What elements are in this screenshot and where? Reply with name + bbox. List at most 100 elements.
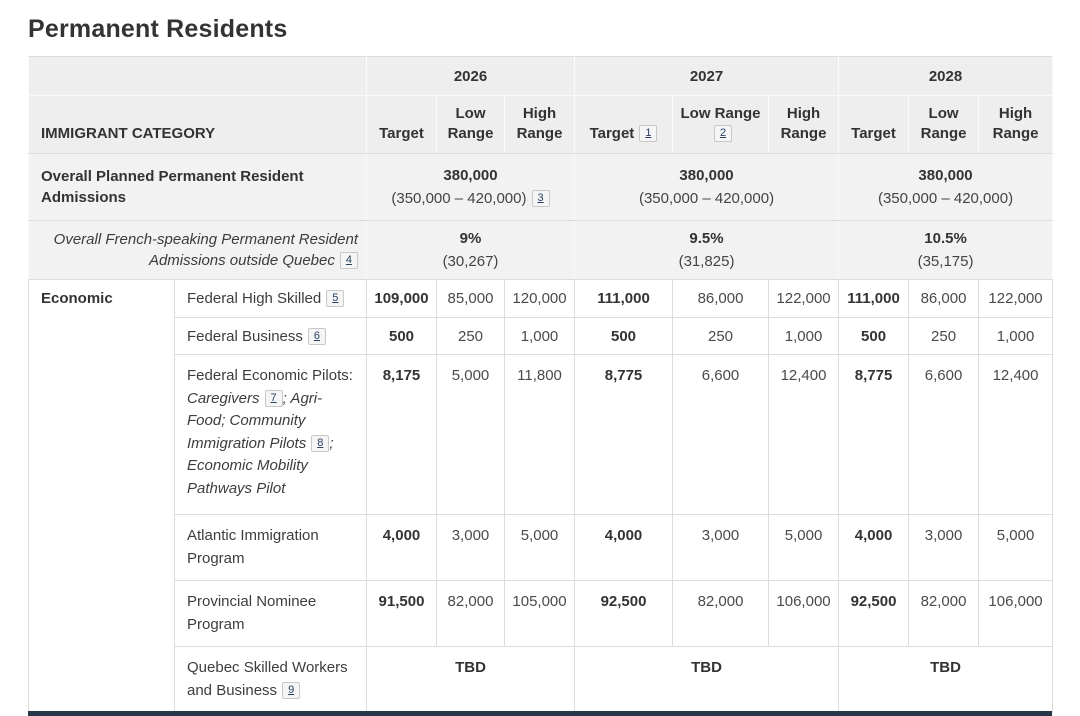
value-cell: 6,600 bbox=[908, 354, 980, 515]
value-cell: 85,000 bbox=[436, 279, 505, 318]
value-cell: 1,000 bbox=[768, 316, 840, 355]
pilots-prefix: Federal Economic Pilots: bbox=[187, 367, 353, 384]
value-cell: 1,000 bbox=[503, 316, 576, 355]
value-cell: 92,500 bbox=[574, 580, 674, 647]
year-header-2026: 2026 bbox=[365, 56, 576, 96]
federal-high-skilled-row: Economic Federal High Skilled 5 109,000 8… bbox=[28, 279, 1054, 713]
quebec-skilled-workers-label: Quebec Skilled Workers and Business 9 bbox=[174, 646, 367, 713]
french-label-text: Overall French-speaking Permanent Reside… bbox=[53, 231, 358, 269]
overall-2028-target: 380,000 bbox=[918, 167, 973, 184]
footnote-link-3[interactable]: 3 bbox=[531, 190, 550, 207]
col-header-label: Target bbox=[589, 124, 635, 142]
french-2028-count: (35,175) bbox=[917, 253, 974, 270]
value-cell: 11,800 bbox=[503, 354, 576, 515]
french-2027-cell: 9.5% (31,825) bbox=[574, 220, 840, 280]
value-cell: 106,000 bbox=[768, 580, 840, 647]
provincial-nominee-label: Provincial Nominee Program bbox=[174, 580, 367, 647]
pilots-seg2: ; Agri-Food; Community Immigration Pilot… bbox=[187, 389, 323, 452]
range-text: (350,000 – 420,000) bbox=[391, 190, 527, 207]
value-cell: 12,400 bbox=[768, 354, 840, 515]
value-cell: 4,000 bbox=[574, 514, 674, 581]
value-cell: 250 bbox=[672, 316, 770, 355]
footnote-link-5[interactable]: 5 bbox=[326, 290, 345, 307]
atlantic-immigration-row: Atlantic Immigration Program 4,000 3,000… bbox=[29, 514, 1054, 581]
col-header-target-2028: Target bbox=[838, 95, 910, 154]
col-header-high-2028: High Range bbox=[978, 95, 1054, 154]
federal-economic-pilots-label: Federal Economic Pilots: Caregivers 7; Ag… bbox=[174, 354, 367, 515]
overall-2026-target: 380,000 bbox=[443, 167, 498, 184]
col-header-target-2027: Target 1 bbox=[574, 95, 674, 154]
overall-2026-cell: 380,000 (350,000 – 420,000) 3 bbox=[365, 153, 576, 221]
value-cell: 109,000 bbox=[366, 279, 437, 318]
value-cell: 122,000 bbox=[978, 279, 1054, 318]
footnote-link-2[interactable]: 2 bbox=[713, 124, 733, 142]
quebec-2027-tbd: TBD bbox=[574, 646, 840, 713]
french-2026-pct: 9% bbox=[459, 230, 482, 247]
value-cell: 5,000 bbox=[503, 514, 576, 581]
pilots-seg1: Caregivers bbox=[187, 389, 260, 407]
table-header: 2026 2027 2028 IMMIGRANT CATEGORY Target… bbox=[28, 56, 1054, 154]
value-cell: 5,000 bbox=[978, 514, 1054, 581]
overall-2027-target: 380,000 bbox=[679, 167, 734, 184]
value-cell: 120,000 bbox=[503, 279, 576, 318]
value-cell: 1,000 bbox=[978, 316, 1054, 355]
value-cell: 86,000 bbox=[908, 279, 980, 318]
provincial-nominee-row: Provincial Nominee Program 91,500 82,000… bbox=[29, 580, 1054, 647]
value-cell: 111,000 bbox=[574, 279, 674, 318]
overall-2028-range: (350,000 – 420,000) bbox=[877, 190, 1014, 207]
value-cell: 12,400 bbox=[978, 354, 1054, 515]
value-cell: 91,500 bbox=[366, 580, 437, 647]
value-cell: 250 bbox=[908, 316, 980, 355]
value-cell: 500 bbox=[366, 316, 437, 355]
value-cell: 3,000 bbox=[436, 514, 505, 581]
overall-2027-range: (350,000 – 420,000) bbox=[638, 190, 775, 207]
value-cell: 500 bbox=[574, 316, 674, 355]
federal-business-label: Federal Business 6 bbox=[174, 316, 367, 355]
economic-group-label: Economic bbox=[28, 279, 175, 713]
atlantic-immigration-label: Atlantic Immigration Program bbox=[174, 514, 367, 581]
footnote-link-8[interactable]: 8 bbox=[311, 434, 330, 452]
col-header-low-2028: Low Range bbox=[908, 95, 980, 154]
overall-2027-cell: 380,000 (350,000 – 420,000) bbox=[574, 153, 840, 221]
value-cell: 82,000 bbox=[672, 580, 770, 647]
footnote-link-9[interactable]: 9 bbox=[282, 681, 301, 699]
value-cell: 111,000 bbox=[838, 279, 910, 318]
french-2028-cell: 10.5% (35,175) bbox=[838, 220, 1054, 280]
col-header-high-2027: High Range bbox=[768, 95, 840, 154]
immigrant-category-header: IMMIGRANT CATEGORY bbox=[28, 95, 367, 154]
overall-2026-range: (350,000 – 420,000) 3 bbox=[373, 188, 568, 209]
value-cell: 250 bbox=[436, 316, 505, 355]
value-cell: 4,000 bbox=[838, 514, 910, 581]
table-corner-empty bbox=[28, 56, 367, 96]
row-label-text: Federal Business bbox=[187, 327, 303, 345]
pilots-seg3: ; Economic Mobility Pathways Pilot bbox=[187, 434, 334, 497]
row-label-text: Federal High Skilled bbox=[187, 290, 322, 307]
french-2026-count: (30,267) bbox=[442, 253, 499, 270]
column-header-row: IMMIGRANT CATEGORY Target Low Range High… bbox=[28, 95, 1054, 154]
col-header-low-2027: Low Range 2 bbox=[672, 95, 770, 154]
bottom-navy-divider bbox=[28, 711, 1052, 716]
value-cell: 6,600 bbox=[672, 354, 770, 515]
footnote-link-1[interactable]: 1 bbox=[639, 124, 658, 142]
value-cell: 82,000 bbox=[436, 580, 505, 647]
footnote-link-4[interactable]: 4 bbox=[339, 252, 358, 269]
footnote-link-6[interactable]: 6 bbox=[307, 327, 327, 345]
value-cell: 4,000 bbox=[366, 514, 437, 581]
permanent-residents-table: 2026 2027 2028 IMMIGRANT CATEGORY Target… bbox=[28, 56, 1054, 716]
year-header-2027: 2027 bbox=[574, 56, 840, 96]
row-label-text: Quebec Skilled Workers and Business bbox=[187, 659, 348, 699]
value-cell: 8,775 bbox=[574, 354, 674, 515]
value-cell: 105,000 bbox=[503, 580, 576, 647]
page-title: Permanent Residents bbox=[28, 15, 288, 43]
value-cell: 500 bbox=[838, 316, 910, 355]
quebec-2026-tbd: TBD bbox=[365, 646, 576, 713]
french-2027-pct: 9.5% bbox=[689, 230, 724, 247]
footnote-link-7[interactable]: 7 bbox=[264, 389, 283, 407]
federal-economic-pilots-row: Federal Economic Pilots: Caregivers 7; Ag… bbox=[29, 354, 1054, 515]
value-cell: 92,500 bbox=[838, 580, 910, 647]
value-cell: 5,000 bbox=[768, 514, 840, 581]
col-header-label: Low Range bbox=[680, 105, 761, 122]
overall-admissions-row: Overall Planned Permanent Resident Admis… bbox=[28, 153, 1054, 221]
federal-high-skilled-label: Federal High Skilled 5 bbox=[174, 279, 367, 318]
